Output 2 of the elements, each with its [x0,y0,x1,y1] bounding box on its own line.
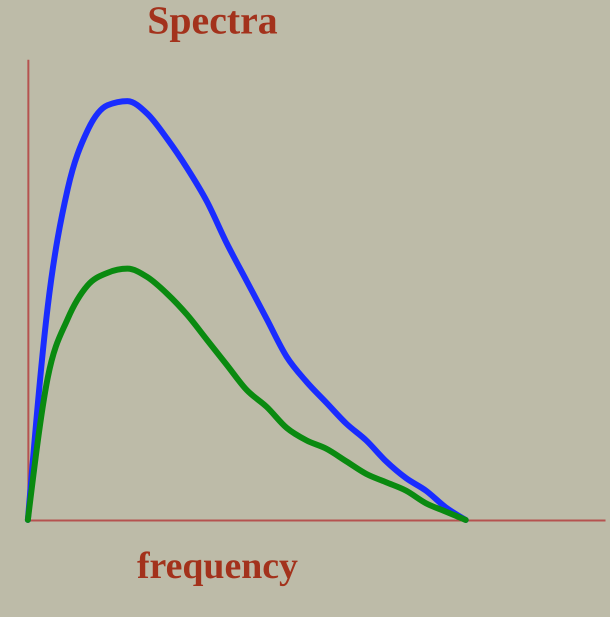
chart-title: Spectra [147,0,278,42]
x-axis-title: frequency [136,545,298,588]
